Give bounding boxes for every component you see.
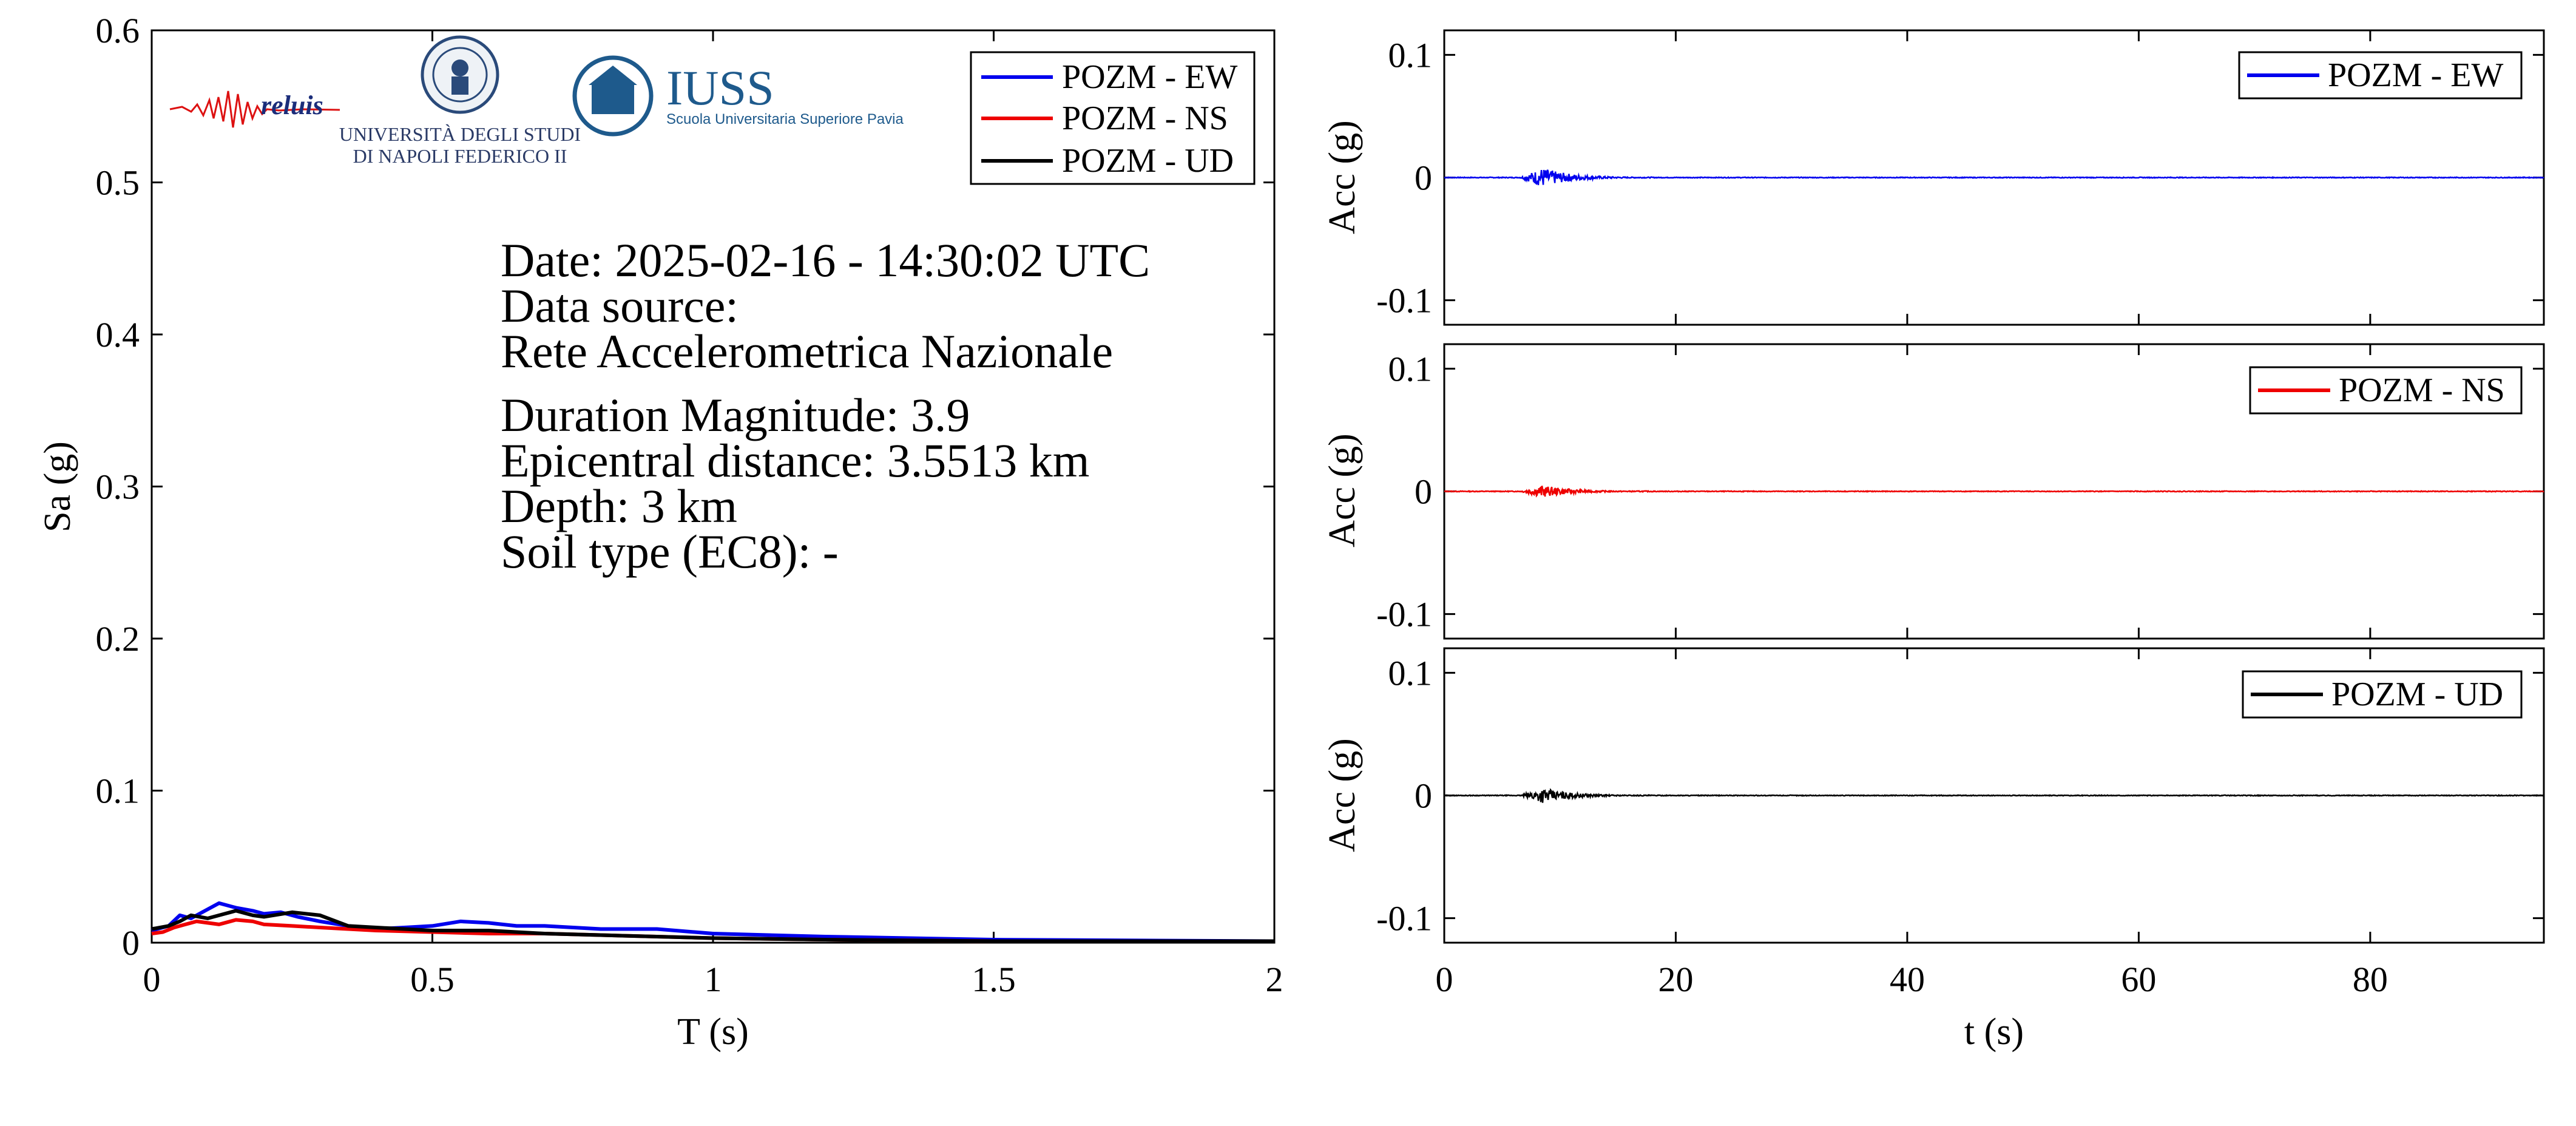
acc-ud-xlabel: t (s) bbox=[1964, 1011, 2024, 1053]
spectrum-ytick-label: 0.2 bbox=[96, 619, 140, 659]
spectrum-ytick-label: 0 bbox=[122, 923, 140, 963]
acc-ns-ticks: -0.1 0 0.1 bbox=[1376, 344, 2544, 639]
acc-ns-ylabel: Acc (g) bbox=[1322, 433, 1363, 548]
spectrum-ticks: 0 0.1 0.2 0.3 0.4 0.5 0.6 0 0.5 1 1.5 2 bbox=[96, 11, 1283, 999]
info-depth: Depth: 3 km bbox=[501, 480, 737, 532]
spectrum-xtick-label: 0 bbox=[143, 960, 161, 999]
spectrum-ytick-label: 0.6 bbox=[96, 11, 140, 50]
spectrum-line-ud bbox=[151, 909, 1274, 943]
spectrum-ylabel: Sa (g) bbox=[37, 441, 78, 532]
iuss-logo: IUSS Scuola Universitaria Superiore Pavi… bbox=[572, 55, 904, 137]
acc-ud-ticks: -0.100.10 20 40 60 80 bbox=[1376, 648, 2544, 999]
spectrum-xlabel: T (s) bbox=[677, 1011, 749, 1053]
acc-ud-ytick-label: -0.1 bbox=[1376, 899, 1432, 938]
legend-label-ud: POZM - UD bbox=[1062, 142, 1234, 180]
unina-logo: UNIVERSITÀ DEGLI STUDI DI NAPOLI FEDERIC… bbox=[339, 35, 581, 167]
legend-label-ns: POZM - NS bbox=[1062, 100, 1228, 137]
spectrum-chart: 0 0.1 0.2 0.3 0.4 0.5 0.6 0 0.5 1 1.5 2 T (s) Sa (g… bbox=[37, 11, 1283, 1053]
acc-ud-xtick-label: 20 bbox=[1658, 960, 1693, 999]
acc-ud-chart: -0.100.10 20 40 60 80 Acc (g) t (s) POZM - U… bbox=[1322, 647, 2545, 1053]
acc-ew-trace bbox=[1444, 169, 2544, 186]
acc-ud-legend-label: POZM - UD bbox=[2331, 676, 2503, 713]
info-magnitude: Duration Magnitude: 3.9 bbox=[501, 388, 970, 441]
iuss-title: IUSS bbox=[666, 60, 774, 115]
acc-ud-ytick-label: 0 bbox=[1415, 776, 1432, 816]
acc-ud-xtick-label: 0 bbox=[1436, 960, 1453, 999]
acc-ew-chart: -0.1 0 0.1 Acc (g) POZM - EW bbox=[1322, 29, 2545, 326]
acc-ew-ylabel: Acc (g) bbox=[1322, 120, 1363, 234]
spectrum-xtick-label: 0.5 bbox=[410, 960, 455, 999]
acc-ew-ytick-label: 0 bbox=[1415, 158, 1432, 198]
spectrum-ytick-label: 0.3 bbox=[96, 467, 140, 507]
acc-ud-ylabel: Acc (g) bbox=[1322, 738, 1363, 852]
acc-ud-xtick-label: 80 bbox=[2353, 960, 2388, 999]
spectrum-ytick-label: 0.5 bbox=[96, 163, 140, 203]
spectrum-ytick-label: 0.4 bbox=[96, 315, 140, 354]
acc-ns-chart: -0.1 0 0.1 Acc (g) POZM - NS bbox=[1322, 343, 2545, 640]
spectrum-lines bbox=[151, 901, 1275, 943]
iuss-subtitle: Scuola Universitaria Superiore Pavia bbox=[666, 111, 904, 127]
info-distance: Epicentral distance: 3.5513 km bbox=[501, 434, 1089, 487]
unina-line2: DI NAPOLI FEDERICO II bbox=[353, 145, 567, 167]
acc-ud-ytick-label: 0.1 bbox=[1388, 653, 1433, 693]
acc-ns-trace bbox=[1444, 486, 2544, 498]
event-info: Date: 2025-02-16 - 14:30:02 UTC Data sou… bbox=[501, 234, 1150, 578]
reluis-waveform bbox=[169, 90, 340, 128]
info-source: Rete Accelerometrica Nazionale bbox=[501, 325, 1113, 378]
reluis-logo-text: reluis bbox=[261, 90, 323, 120]
acc-ew-ytick-label: -0.1 bbox=[1376, 281, 1432, 321]
spectrum-legend: POZM - EW POZM - NS POZM - UD bbox=[970, 51, 1256, 185]
acc-ns-ytick-label: -0.1 bbox=[1376, 595, 1432, 634]
acc-ud-xtick-label: 60 bbox=[2121, 960, 2156, 999]
unina-line1: UNIVERSITÀ DEGLI STUDI bbox=[339, 123, 581, 145]
acc-ns-ytick-label: 0.1 bbox=[1388, 349, 1433, 388]
legend-label-ew: POZM - EW bbox=[1062, 58, 1237, 96]
acc-ew-ticks: -0.1 0 0.1 bbox=[1376, 30, 2544, 325]
spectrum-xtick-label: 2 bbox=[1266, 960, 1283, 999]
acc-ud-trace bbox=[1444, 788, 2544, 803]
acc-ns-ytick-label: 0 bbox=[1415, 472, 1432, 512]
acc-ew-ytick-label: 0.1 bbox=[1388, 35, 1433, 75]
acc-ud-xtick-label: 40 bbox=[1890, 960, 1925, 999]
spectrum-xtick-label: 1.5 bbox=[972, 960, 1016, 999]
info-source-label: Data source: bbox=[501, 279, 739, 332]
info-date: Date: 2025-02-16 - 14:30:02 UTC bbox=[501, 234, 1150, 287]
acc-ns-legend-label: POZM - NS bbox=[2339, 371, 2505, 409]
spectrum-ytick-label: 0.1 bbox=[96, 772, 140, 811]
reluis-logo: reluis bbox=[169, 90, 340, 128]
spectrum-xtick-label: 1 bbox=[705, 960, 722, 999]
acc-ew-legend-label: POZM - EW bbox=[2328, 56, 2503, 94]
info-soil: Soil type (EC8): - bbox=[501, 525, 839, 578]
